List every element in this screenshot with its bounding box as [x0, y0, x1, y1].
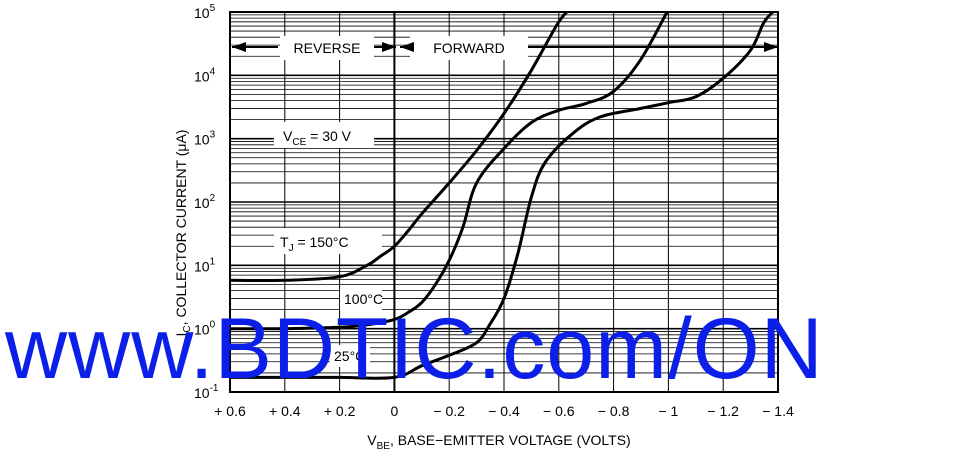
x-tick-label: − 0.6	[543, 403, 575, 419]
x-axis-label-rest: , BASE−EMITTER VOLTAGE (VOLTS)	[390, 432, 631, 448]
t25-label: 25°C	[334, 348, 365, 364]
x-tick-label: − 1.4	[762, 403, 794, 419]
x-tick-label: 0	[391, 403, 399, 419]
y-tick-base: 10	[194, 68, 210, 84]
reverse-label: REVERSE	[294, 40, 361, 56]
y-tick-base: 10	[194, 132, 210, 148]
t25-box	[330, 345, 370, 367]
x-axis-label: VBE, BASE−EMITTER VOLTAGE (VOLTS)	[367, 432, 630, 452]
y-tick-base: 10	[194, 195, 210, 211]
tj-sub: J	[289, 243, 294, 254]
annotations: REVERSE FORWARD VCE = 30 V TJ = 150°C 10…	[274, 36, 528, 367]
y-tick-label: 105	[194, 3, 216, 21]
y-tick-exp: 3	[210, 130, 216, 141]
y-tick-base: 10	[194, 5, 210, 21]
vce-sub: CE	[292, 137, 306, 148]
vce-box	[274, 122, 374, 148]
x-axis-label-sub: BE	[377, 441, 391, 452]
x-tick-labels: + 0.6 + 0.4 + 0.2 0 − 0.2 − 0.4 − 0.6 − 0.8 − 1 −…	[214, 403, 794, 419]
y-tick-base: 10	[194, 258, 210, 274]
series-line-1	[230, 12, 669, 331]
x-tick-label: − 1	[658, 403, 678, 419]
reverse-arrowhead-left	[232, 42, 246, 52]
x-tick-label: − 0.8	[598, 403, 630, 419]
y-tick-exp: 5	[210, 3, 216, 14]
forward-arrowhead-right	[764, 42, 778, 52]
t100-label: 100°C	[344, 291, 383, 307]
vce-label: VCE = 30 V	[283, 128, 352, 148]
x-axis-label-main: V	[367, 432, 377, 448]
y-tick-exp: -1	[210, 383, 219, 394]
tj-main: T	[280, 234, 289, 250]
tj-rest: = 150°C	[294, 234, 349, 250]
y-axis-label-rest: , COLLECTOR CURRENT (μA)	[173, 130, 189, 326]
y-tick-exp: 0	[210, 320, 216, 331]
forward-label: FORWARD	[433, 40, 505, 56]
y-tick-label: 102	[194, 193, 216, 211]
tj-label: TJ = 150°C	[280, 234, 349, 254]
reverse-box	[280, 36, 374, 60]
y-tick-label: 103	[194, 130, 216, 148]
y-tick-exp: 4	[210, 66, 216, 77]
y-tick-label: 104	[194, 66, 216, 84]
x-tick-label: + 0.6	[214, 403, 246, 419]
x-tick-label: − 1.2	[707, 403, 739, 419]
x-tick-label: + 0.4	[269, 403, 301, 419]
vce-rest: = 30 V	[306, 128, 351, 144]
x-tick-label: − 0.2	[433, 403, 465, 419]
x-tick-label: − 0.4	[488, 403, 520, 419]
watermark: www.BDTIC.com/ON	[4, 301, 824, 397]
series-line-0	[230, 12, 569, 283]
x-tick-label: + 0.2	[324, 403, 356, 419]
y-tick-label: 100	[194, 320, 216, 338]
y-tick-exp: 2	[210, 193, 216, 204]
y-tick-label: 101	[194, 256, 216, 274]
y-axis-label-main: I	[173, 333, 189, 337]
forward-box	[410, 36, 528, 60]
y-tick-base: 10	[194, 385, 210, 401]
tj-box	[274, 228, 382, 254]
y-tick-base: 10	[194, 322, 210, 338]
series-line-2	[230, 12, 775, 380]
t100-box	[340, 288, 382, 310]
y-axis-label: IC, COLLECTOR CURRENT (μA)	[173, 130, 193, 337]
series-group	[230, 12, 775, 380]
y-axis-label-sub: C	[182, 325, 193, 332]
y-tick-exp: 1	[210, 256, 216, 267]
direction-arrows	[232, 42, 778, 52]
reverse-arrowhead-right	[382, 42, 396, 52]
forward-arrowhead-left	[400, 42, 414, 52]
y-tick-label: 10-1	[194, 383, 219, 401]
plot-frame	[229, 11, 779, 393]
vce-main: V	[283, 128, 293, 144]
